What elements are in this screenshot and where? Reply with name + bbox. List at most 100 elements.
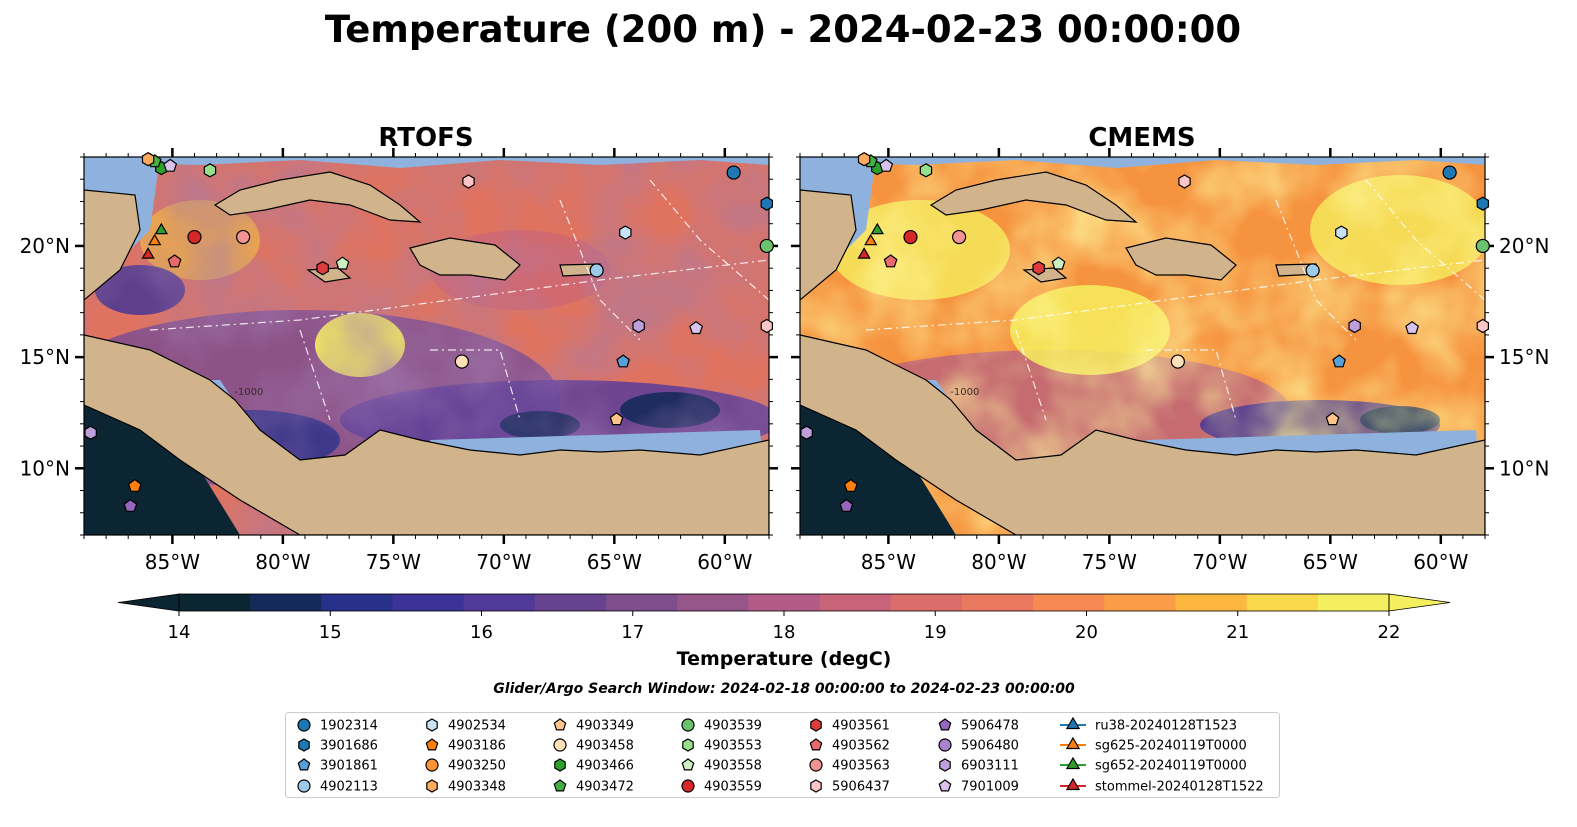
y-tick-label: 15°N xyxy=(20,345,70,369)
legend-marker xyxy=(939,758,951,772)
obs-marker-4902113 xyxy=(589,263,604,278)
observation-markers-rtofs xyxy=(84,152,774,512)
obs-marker-5906437 xyxy=(1476,318,1490,334)
colorbar-tick-label: 18 xyxy=(773,622,796,643)
legend-entry: 3901686 xyxy=(298,738,378,754)
legend-label: 4903563 xyxy=(832,759,890,774)
x-tick-label: 60°W xyxy=(697,550,752,574)
legend-marker xyxy=(426,718,438,732)
obs-marker-4903563 xyxy=(235,229,251,245)
colorbar-tick-label: 22 xyxy=(1378,622,1401,643)
x-tick-label: 80°W xyxy=(255,550,310,574)
obs-marker-4903559 xyxy=(187,229,202,245)
legend-marker xyxy=(553,779,567,792)
obs-marker-5906437 xyxy=(462,174,475,189)
y-tick-label: 10°N xyxy=(1499,456,1549,480)
map-cmems: CMEMS xyxy=(791,123,1549,574)
obs-marker-3901861 xyxy=(1332,354,1347,368)
legend-entry: 4903559 xyxy=(681,779,762,795)
legend-entry: 6903111 xyxy=(939,758,1019,774)
legend-label: 6903111 xyxy=(961,759,1019,774)
legend-marker xyxy=(425,758,439,772)
legend-marker xyxy=(297,758,311,771)
legend-entry: 4903558 xyxy=(681,758,762,774)
legend-marker xyxy=(810,718,822,732)
legend-marker xyxy=(810,779,822,793)
legend-entry: sg652-20240119T0000 xyxy=(1060,756,1247,774)
legend-label: 4903186 xyxy=(448,739,506,754)
legend-marker xyxy=(298,738,310,752)
legend-entry: 4903561 xyxy=(810,718,890,734)
legend-entry: 5906478 xyxy=(938,718,1019,734)
legend-entry: 4903349 xyxy=(553,718,634,734)
obs-marker-4903539 xyxy=(759,238,774,254)
legend-label: sg625-20240119T0000 xyxy=(1095,739,1247,754)
colorbar-bin xyxy=(463,594,536,611)
contour-label: -1000 xyxy=(234,387,263,398)
obs-marker-4903562 xyxy=(167,254,182,268)
search-window-label: Glider/Argo Search Window: 2024-02-18 00… xyxy=(493,681,1075,697)
colorbar-bin xyxy=(606,594,678,611)
legend-label: stommel-20240128T1522 xyxy=(1095,780,1264,795)
obs-marker-7901009 xyxy=(689,320,704,335)
land-central-america xyxy=(84,189,141,301)
map-title-cmems: CMEMS xyxy=(1088,123,1195,153)
colorbar-tick-label: 17 xyxy=(621,622,644,643)
legend-entry: 4903348 xyxy=(426,779,506,795)
colorbar-bin xyxy=(179,594,251,611)
colorbar-tick-label: 19 xyxy=(924,622,947,643)
legend-label: 4903466 xyxy=(576,759,634,774)
colorbar-bin xyxy=(392,594,465,611)
obs-marker-4903458 xyxy=(454,354,469,369)
legend-label: 4903458 xyxy=(576,739,634,754)
obs-marker-4903558 xyxy=(335,256,350,270)
obs-marker-3901861 xyxy=(616,354,631,368)
x-tick-label: 85°W xyxy=(145,550,200,574)
obs-marker-6903111 xyxy=(1348,318,1361,334)
contour-label: -1000 xyxy=(950,387,979,398)
x-tick-label: 65°W xyxy=(1303,550,1358,574)
legend-label: 3901686 xyxy=(320,739,378,754)
legend-label: 4902113 xyxy=(320,780,378,795)
legend-entry: 4903539 xyxy=(681,718,762,734)
legend-marker xyxy=(297,779,311,793)
obs-marker-3901686 xyxy=(1476,196,1490,211)
legend-entry: 4903250 xyxy=(425,758,506,774)
obs-marker-5906437 xyxy=(1178,174,1191,189)
legend-label: 5906480 xyxy=(961,739,1019,754)
legend-entry: 4903466 xyxy=(554,758,634,774)
legend-marker xyxy=(1065,777,1081,791)
obs-marker-6903111 xyxy=(632,318,645,334)
legend-marker xyxy=(1065,756,1081,770)
obs-marker-5906478 xyxy=(123,498,138,512)
legend-marker xyxy=(938,718,952,731)
legend-label: 3901861 xyxy=(320,759,378,774)
legend-entry: 4902534 xyxy=(426,718,506,734)
legend-marker xyxy=(809,738,823,751)
legend-entry: 4903562 xyxy=(809,738,890,754)
x-tick-label: 65°W xyxy=(587,550,642,574)
obs-marker-4903348 xyxy=(141,152,155,167)
colorbar-bin xyxy=(250,594,322,611)
obs-marker-sg652-20240119T0000 xyxy=(154,222,169,235)
land-hispaniola xyxy=(409,237,521,281)
legend-marker xyxy=(938,738,952,752)
legend-marker xyxy=(554,758,566,772)
x-tick-label: 70°W xyxy=(1192,550,1247,574)
colorbar-tick-label: 16 xyxy=(470,622,493,643)
obs-marker-4903561 xyxy=(1032,261,1045,276)
obs-marker-4902534 xyxy=(619,225,632,240)
obs-marker-4903563 xyxy=(951,229,967,245)
legend-label: 4903561 xyxy=(832,719,890,734)
obs-marker-4903553 xyxy=(919,163,933,178)
legend-entry: 5906437 xyxy=(810,779,890,795)
legend-marker xyxy=(938,779,952,792)
colorbar-tick-label: 14 xyxy=(168,622,191,643)
legend-label: 4903472 xyxy=(576,780,634,795)
legend: 1902314 3901686 3901861 4902113 4902534 49031… xyxy=(297,716,1264,795)
legend-marker xyxy=(553,718,567,731)
colorbar-bin xyxy=(748,594,821,611)
obs-marker-4903186 xyxy=(843,478,858,492)
obs-marker-4903559 xyxy=(903,229,918,245)
obs-marker-4903348 xyxy=(857,152,871,167)
